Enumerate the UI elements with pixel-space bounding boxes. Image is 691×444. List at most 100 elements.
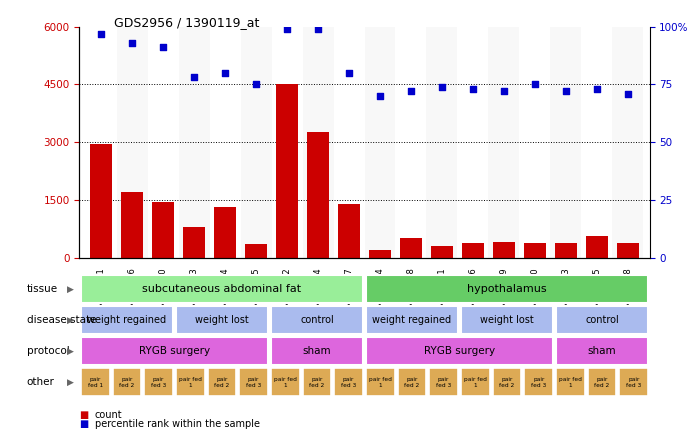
Bar bbox=[271, 306, 363, 334]
Bar bbox=[208, 369, 236, 396]
Text: ■: ■ bbox=[79, 410, 88, 420]
Text: weight regained: weight regained bbox=[372, 315, 452, 325]
Bar bbox=[395, 27, 426, 258]
Bar bbox=[520, 27, 551, 258]
Bar bbox=[366, 337, 553, 365]
Bar bbox=[176, 369, 205, 396]
Bar bbox=[366, 306, 458, 334]
Text: pair
fed 2: pair fed 2 bbox=[214, 377, 229, 388]
Bar bbox=[178, 27, 209, 258]
Point bbox=[312, 25, 323, 32]
Text: pair fed
1: pair fed 1 bbox=[464, 377, 486, 388]
Bar bbox=[81, 337, 268, 365]
Bar bbox=[426, 27, 457, 258]
Bar bbox=[462, 243, 484, 258]
Text: percentile rank within the sample: percentile rank within the sample bbox=[95, 419, 260, 429]
Point bbox=[220, 69, 231, 76]
Bar bbox=[429, 369, 458, 396]
Text: control: control bbox=[585, 315, 619, 325]
Text: pair
fed 1: pair fed 1 bbox=[88, 377, 103, 388]
Bar bbox=[398, 369, 426, 396]
Text: pair
fed 3: pair fed 3 bbox=[151, 377, 167, 388]
Bar bbox=[113, 369, 141, 396]
Text: pair fed
1: pair fed 1 bbox=[559, 377, 582, 388]
Bar bbox=[334, 369, 363, 396]
Bar bbox=[122, 192, 143, 258]
Bar bbox=[245, 244, 267, 258]
Bar bbox=[272, 27, 303, 258]
Text: control: control bbox=[300, 315, 334, 325]
Text: hypothalamus: hypothalamus bbox=[467, 284, 547, 294]
Text: RYGB surgery: RYGB surgery bbox=[424, 346, 495, 356]
Bar bbox=[276, 84, 298, 258]
Bar bbox=[271, 337, 363, 365]
Point bbox=[95, 30, 106, 37]
Bar bbox=[117, 27, 148, 258]
Bar bbox=[91, 144, 112, 258]
Bar bbox=[334, 27, 364, 258]
Bar bbox=[81, 306, 173, 334]
Point bbox=[406, 88, 417, 95]
Bar bbox=[239, 369, 268, 396]
Text: pair fed
1: pair fed 1 bbox=[179, 377, 202, 388]
Bar bbox=[400, 238, 422, 258]
Bar bbox=[612, 27, 643, 258]
Point bbox=[158, 44, 169, 51]
Bar bbox=[364, 27, 395, 258]
Point bbox=[560, 88, 571, 95]
Text: sham: sham bbox=[588, 346, 616, 356]
Bar bbox=[457, 27, 489, 258]
Bar bbox=[86, 27, 117, 258]
Bar bbox=[619, 369, 648, 396]
Point bbox=[251, 81, 262, 88]
Bar bbox=[176, 306, 268, 334]
Text: pair
fed 2: pair fed 2 bbox=[120, 377, 135, 388]
Bar bbox=[617, 243, 638, 258]
Text: weight lost: weight lost bbox=[480, 315, 534, 325]
Bar bbox=[461, 306, 553, 334]
Bar bbox=[240, 27, 272, 258]
Text: pair fed
1: pair fed 1 bbox=[369, 377, 392, 388]
Text: RYGB surgery: RYGB surgery bbox=[139, 346, 210, 356]
Point bbox=[591, 85, 603, 92]
Text: disease state: disease state bbox=[26, 315, 96, 325]
Text: pair
fed 2: pair fed 2 bbox=[500, 377, 515, 388]
Bar bbox=[303, 369, 331, 396]
Bar bbox=[556, 369, 585, 396]
Bar bbox=[214, 207, 236, 258]
Text: ▶: ▶ bbox=[67, 316, 74, 325]
Bar bbox=[581, 27, 612, 258]
Text: sham: sham bbox=[303, 346, 331, 356]
Point bbox=[375, 92, 386, 99]
Text: count: count bbox=[95, 410, 122, 420]
Point bbox=[529, 81, 540, 88]
Bar bbox=[555, 243, 577, 258]
Bar bbox=[551, 27, 581, 258]
Bar bbox=[144, 369, 173, 396]
Bar bbox=[366, 275, 648, 303]
Bar bbox=[338, 204, 360, 258]
Point bbox=[281, 25, 292, 32]
Text: protocol: protocol bbox=[26, 346, 69, 356]
Bar bbox=[81, 369, 110, 396]
Text: ▶: ▶ bbox=[67, 347, 74, 356]
Bar bbox=[303, 27, 334, 258]
Point bbox=[343, 69, 354, 76]
Bar bbox=[493, 369, 521, 396]
Point bbox=[498, 88, 509, 95]
Bar bbox=[271, 369, 300, 396]
Text: ▶: ▶ bbox=[67, 285, 74, 293]
Bar bbox=[183, 227, 205, 258]
Text: pair
fed 2: pair fed 2 bbox=[310, 377, 325, 388]
Text: pair fed
1: pair fed 1 bbox=[274, 377, 296, 388]
Text: other: other bbox=[26, 377, 55, 387]
Text: ■: ■ bbox=[79, 419, 88, 429]
Text: pair
fed 3: pair fed 3 bbox=[246, 377, 261, 388]
Point bbox=[623, 90, 634, 97]
Text: tissue: tissue bbox=[26, 284, 58, 294]
Text: subcutaneous abdominal fat: subcutaneous abdominal fat bbox=[142, 284, 301, 294]
Bar bbox=[524, 243, 546, 258]
Bar bbox=[556, 337, 648, 365]
Bar bbox=[489, 27, 520, 258]
Text: pair
fed 3: pair fed 3 bbox=[531, 377, 547, 388]
